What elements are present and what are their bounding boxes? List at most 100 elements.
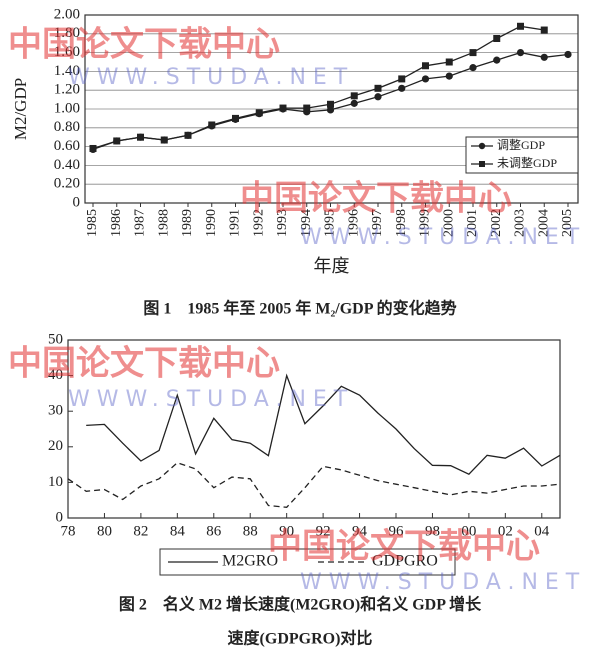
- watermark-url: WWW.STUDA.NET: [300, 225, 586, 250]
- y-tick-label: 2.00: [54, 6, 80, 22]
- x-tick-label: 98: [425, 523, 440, 539]
- y-tick-label: 1.00: [54, 100, 80, 116]
- point: [89, 144, 97, 152]
- y-tick-label: 0: [73, 194, 81, 210]
- plot-frame: [67, 339, 561, 519]
- point: [398, 84, 406, 92]
- point: [422, 62, 429, 70]
- x-tick-label: 1997: [370, 209, 385, 237]
- x-tick-label: 86: [206, 523, 222, 539]
- point: [374, 93, 382, 101]
- x-tick-label: 92: [316, 523, 331, 539]
- y-tick-label: 1.20: [54, 82, 80, 98]
- caption: 图 1 1985 年至 2005 年 M₂/GDP 的变化趋势: [143, 299, 456, 318]
- point: [374, 84, 382, 92]
- point: [327, 100, 334, 108]
- point: [517, 22, 524, 30]
- y-tick-label: 10: [48, 474, 63, 490]
- point: [326, 106, 335, 114]
- legend-label: 调整GDP: [497, 137, 545, 152]
- point: [255, 109, 263, 117]
- legend-label: 未调整GDP: [497, 155, 557, 170]
- legend-marker: [478, 142, 486, 150]
- x-tick-label: 1988: [156, 209, 171, 237]
- x-tick-label: 04: [534, 523, 550, 539]
- point: [113, 137, 121, 145]
- x-tick-label: 1989: [180, 209, 195, 237]
- legend-label: M2GRO: [222, 553, 278, 570]
- x-tick-label: 2005: [560, 209, 575, 237]
- x-tick-label: 82: [133, 523, 148, 539]
- x-tick-label: 1994: [299, 209, 314, 237]
- point: [540, 53, 548, 61]
- y-tick-label: 40: [48, 367, 63, 383]
- x-tick-label: 1991: [228, 209, 243, 237]
- point: [445, 72, 453, 80]
- x-tick-label: 84: [170, 523, 186, 539]
- x-tick-label: 96: [389, 523, 405, 539]
- x-tick-label: 1990: [204, 209, 219, 237]
- series-line: [67, 462, 561, 508]
- y-tick-label: 0.40: [54, 157, 80, 173]
- x-tick-label: 2004: [536, 209, 551, 237]
- point: [137, 133, 144, 141]
- x-tick-label: 2002: [489, 209, 504, 237]
- series-line: [92, 25, 545, 150]
- plot-frame: [84, 14, 579, 204]
- x-tick-label: 90: [279, 523, 294, 539]
- caption: 图 2 名义 M2 增长速度(M2GRO)和名义 GDP 增长: [119, 595, 482, 614]
- watermark-url: WWW.STUDA.NET: [68, 65, 354, 90]
- y-tick-label: 1.40: [54, 63, 80, 79]
- point: [184, 131, 192, 139]
- y-tick-label: 50: [48, 331, 63, 347]
- x-tick-label: 94: [352, 523, 368, 539]
- point: [493, 56, 501, 64]
- point: [160, 136, 168, 144]
- caption: 速度(GDPGRO)对比: [228, 629, 373, 648]
- x-tick-label: 2000: [441, 209, 456, 237]
- x-tick-label: 1985: [85, 209, 100, 237]
- point: [445, 58, 453, 66]
- y-tick-label: 1.80: [54, 25, 80, 41]
- point: [540, 26, 548, 34]
- x-axis-label: 年度: [314, 256, 350, 276]
- y-tick-label: 0.60: [54, 138, 80, 154]
- point: [398, 75, 406, 83]
- y-tick-label: 1.60: [54, 44, 80, 60]
- point: [208, 121, 216, 129]
- point: [469, 49, 477, 57]
- y-tick-label: 20: [48, 438, 63, 454]
- x-tick-label: 1993: [275, 209, 290, 237]
- point: [493, 35, 501, 42]
- legend-label: GDPGRO: [372, 553, 438, 570]
- point: [303, 104, 311, 112]
- x-tick-label: 1999: [418, 209, 433, 237]
- series-line: [86, 373, 561, 475]
- x-tick-label: 00: [461, 523, 476, 539]
- x-tick-label: 2003: [513, 209, 528, 237]
- y-tick-label: 0.20: [54, 176, 80, 192]
- y-tick-label: 0.80: [54, 119, 80, 135]
- x-tick-label: 78: [61, 523, 76, 539]
- point: [516, 49, 525, 57]
- watermark-text: 中国论文下载中心: [268, 527, 540, 567]
- point: [279, 104, 287, 112]
- point: [564, 50, 572, 59]
- y-tick-label: 30: [48, 403, 63, 419]
- x-tick-label: 1998: [394, 209, 409, 237]
- y-axis-label: M2/GDP: [11, 78, 30, 140]
- y-tick-label: 0: [56, 509, 64, 525]
- watermark-text: 中国论文下载中心: [8, 344, 280, 384]
- watermark-text: 中国论文下载中心: [240, 179, 512, 219]
- x-tick-label: 1996: [346, 209, 361, 237]
- x-tick-label: 2001: [465, 209, 480, 237]
- point: [232, 114, 239, 122]
- point: [469, 64, 477, 72]
- x-tick-label: 02: [498, 523, 513, 539]
- watermark-url: WWW.STUDA.NET: [68, 387, 354, 412]
- x-tick-label: 1992: [251, 209, 266, 237]
- point: [350, 99, 358, 107]
- x-tick-label: 1986: [109, 209, 124, 237]
- x-tick-label: 80: [97, 523, 112, 539]
